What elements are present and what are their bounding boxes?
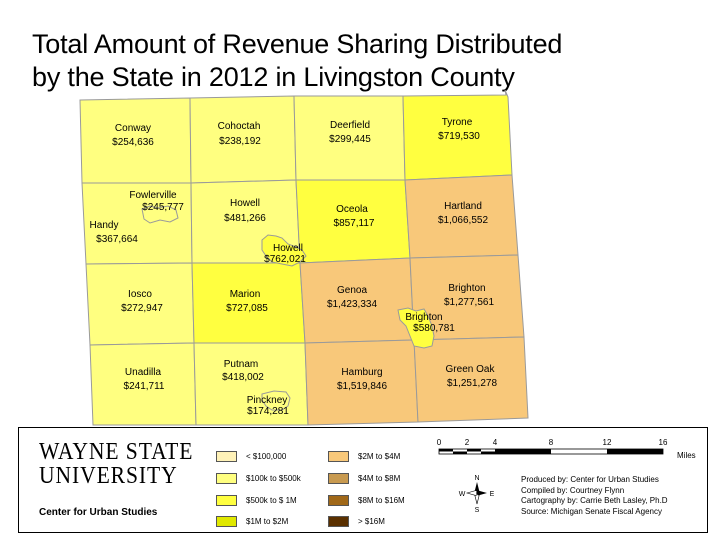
label-genoa-name: Genoa bbox=[337, 285, 367, 296]
scale-tick: 12 bbox=[603, 438, 612, 447]
label-brighton-twp-name: Brighton bbox=[448, 283, 485, 294]
legend-item: > $16M bbox=[328, 514, 385, 528]
scale-tick: 2 bbox=[465, 438, 470, 447]
compass-n: N bbox=[474, 475, 479, 482]
legend-label: $2M to $4M bbox=[358, 451, 401, 461]
legend-swatch bbox=[216, 472, 237, 484]
credit-line: Compiled by: Courtney Flynn bbox=[521, 485, 625, 495]
legend-label: $1M to $2M bbox=[246, 516, 289, 526]
label-hamburg-amount: $1,519,846 bbox=[337, 381, 387, 392]
region-howell-city bbox=[261, 234, 307, 267]
label-brighton-city-name: Brighton bbox=[405, 312, 442, 323]
label-fowlerville-amount: $245,777 bbox=[142, 202, 184, 213]
legend-label: $100k to $500k bbox=[246, 473, 301, 483]
credit-line: Cartography by: Carrie Beth Lasley, Ph.D bbox=[521, 496, 668, 505]
legend-item: $100k to $500k bbox=[216, 471, 301, 485]
region-fowlerville bbox=[141, 205, 179, 224]
label-howell-city-amount: $762,021 bbox=[264, 254, 306, 265]
label-green-oak-name: Green Oak bbox=[446, 364, 496, 375]
label-iosco-amount: $272,947 bbox=[121, 303, 163, 314]
label-iosco-name: Iosco bbox=[128, 289, 152, 300]
label-unadilla-name: Unadilla bbox=[125, 367, 162, 378]
label-putnam-name: Putnam bbox=[224, 359, 258, 370]
region-brighton-city bbox=[397, 307, 435, 349]
label-marion-amount: $727,085 bbox=[226, 303, 268, 314]
label-pinckney-name: Pinckney bbox=[247, 395, 288, 406]
county-map: Conway $254,636 Cohoctah $238,192 Deerfi… bbox=[79, 89, 529, 426]
credit-line: Source: Michigan Senate Fiscal Agency bbox=[521, 506, 662, 516]
label-howell-city-name: Howell bbox=[273, 243, 303, 254]
legend-item: $8M to $16M bbox=[328, 493, 405, 507]
legend-label: $4M to $8M bbox=[358, 473, 401, 483]
legend-swatch bbox=[216, 494, 237, 506]
legend-swatch bbox=[328, 450, 349, 462]
legend-swatch bbox=[328, 494, 349, 506]
north-arrow-icon: N S W E bbox=[459, 475, 495, 514]
label-howell-twp-amount: $481,266 bbox=[224, 213, 266, 224]
legend-swatch bbox=[216, 515, 237, 527]
label-deerfield-amount: $299,445 bbox=[329, 134, 371, 145]
label-tyrone-name: Tyrone bbox=[442, 117, 473, 128]
credits: Produced by: Center for Urban Studies Co… bbox=[521, 475, 668, 517]
label-conway-amount: $254,636 bbox=[112, 137, 154, 148]
wsu-logo-line2: UNIVERSITY bbox=[39, 463, 178, 489]
scale-tick: 4 bbox=[493, 438, 498, 447]
compass-w: W bbox=[459, 491, 466, 498]
scale-tick: 8 bbox=[549, 438, 554, 447]
legend-label: $8M to $16M bbox=[358, 495, 405, 505]
legend-swatch bbox=[216, 450, 237, 462]
map-title: Total Amount of Revenue Sharing Distribu… bbox=[32, 28, 692, 94]
label-oceola-name: Oceola bbox=[336, 204, 368, 215]
legend-item: $2M to $4M bbox=[328, 449, 400, 463]
label-handy-amount: $367,664 bbox=[96, 234, 138, 245]
label-handy-name: Handy bbox=[90, 220, 119, 231]
label-hartland-amount: $1,066,552 bbox=[438, 215, 488, 226]
label-oceola-amount: $857,117 bbox=[334, 218, 375, 229]
scale-tick: 0 bbox=[437, 438, 442, 447]
label-brighton-twp-amount: $1,277,561 bbox=[444, 297, 494, 308]
legend-label: < $100,000 bbox=[246, 451, 287, 461]
label-marion-name: Marion bbox=[230, 289, 261, 300]
label-genoa-amount: $1,423,334 bbox=[327, 299, 377, 310]
compass-e: E bbox=[490, 491, 495, 498]
legend-swatch bbox=[328, 472, 349, 484]
label-putnam-amount: $418,002 bbox=[222, 372, 264, 383]
label-green-oak-amount: $1,251,278 bbox=[447, 378, 497, 389]
legend-item: < $100,000 bbox=[216, 449, 286, 463]
wsu-logo-line1: WAYNE STATE bbox=[39, 439, 194, 465]
label-deerfield-name: Deerfield bbox=[330, 120, 370, 131]
legend-label: $500k to $ 1M bbox=[246, 495, 297, 505]
label-hartland-name: Hartland bbox=[444, 201, 482, 212]
region-pinckney bbox=[261, 390, 291, 411]
label-cohoctah-name: Cohoctah bbox=[218, 121, 261, 132]
legend-panel: WAYNE STATE UNIVERSITY Center for Urban … bbox=[18, 427, 708, 533]
label-unadilla-amount: $241,711 bbox=[124, 381, 165, 392]
legend-swatch bbox=[328, 515, 349, 527]
label-tyrone-amount: $719,530 bbox=[438, 131, 480, 142]
label-fowlerville-name: Fowlerville bbox=[129, 190, 177, 201]
legend-item: $500k to $ 1M bbox=[216, 493, 297, 507]
label-conway-name: Conway bbox=[115, 123, 151, 134]
scale-unit: Miles bbox=[677, 451, 696, 460]
legend-label: > $16M bbox=[358, 516, 385, 526]
compass-s: S bbox=[475, 507, 480, 514]
scale-tick: 16 bbox=[659, 438, 668, 447]
title-line-2: by the State in 2012 in Livingston Count… bbox=[32, 62, 515, 92]
label-pinckney-amount: $174,281 bbox=[247, 406, 289, 417]
region-green-oak bbox=[413, 336, 529, 423]
legend-item: $1M to $2M bbox=[216, 514, 288, 528]
label-howell-twp-name: Howell bbox=[230, 198, 260, 209]
center-name: Center for Urban Studies bbox=[39, 507, 158, 518]
legend-item: $4M to $8M bbox=[328, 471, 400, 485]
credit-line: Produced by: Center for Urban Studies bbox=[521, 475, 659, 484]
label-brighton-city-amount: $580,781 bbox=[413, 323, 455, 334]
label-cohoctah-amount: $238,192 bbox=[219, 136, 261, 147]
scale-bar: 0 2 4 8 12 16 Miles bbox=[437, 438, 696, 460]
label-hamburg-name: Hamburg bbox=[341, 367, 382, 378]
title-line-1: Total Amount of Revenue Sharing Distribu… bbox=[32, 29, 563, 59]
